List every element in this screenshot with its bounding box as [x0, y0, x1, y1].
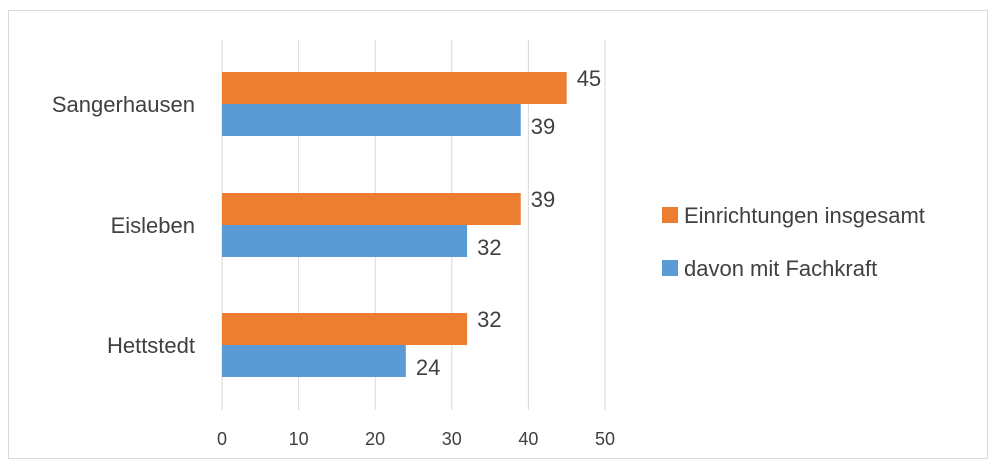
bar-hettstedt-fachkraft	[222, 345, 406, 377]
x-tick-label-20: 20	[365, 429, 385, 449]
legend-swatch-einrichtungen	[662, 207, 678, 223]
data-label-sangerhausen-fachkraft: 39	[531, 114, 555, 139]
data-label-eisleben-fachkraft: 32	[477, 235, 501, 260]
bar-sangerhausen-einrichtungen	[222, 72, 567, 104]
bar-hettstedt-einrichtungen	[222, 313, 468, 345]
category-label-hettstedt: Hettstedt	[107, 333, 195, 358]
x-tick-label-0: 0	[217, 429, 227, 449]
legend-label-fachkraft: davon mit Fachkraft	[684, 256, 877, 281]
category-label-eisleben: Eisleben	[111, 213, 195, 238]
data-label-hettstedt-fachkraft: 24	[416, 355, 440, 380]
x-tick-label-10: 10	[289, 429, 309, 449]
data-label-sangerhausen-einrichtungen: 45	[577, 66, 601, 91]
x-tick-label-50: 50	[595, 429, 615, 449]
x-tick-label-30: 30	[442, 429, 462, 449]
legend-label-einrichtungen: Einrichtungen insgesamt	[684, 203, 925, 228]
data-label-hettstedt-einrichtungen: 32	[477, 307, 501, 332]
legend-swatch-fachkraft	[662, 260, 678, 276]
bar-sangerhausen-fachkraft	[222, 104, 521, 136]
category-label-sangerhausen: Sangerhausen	[52, 92, 195, 117]
x-tick-label-40: 40	[518, 429, 538, 449]
data-label-eisleben-einrichtungen: 39	[531, 187, 555, 212]
bar-eisleben-einrichtungen	[222, 193, 521, 225]
bar-eisleben-fachkraft	[222, 225, 468, 257]
